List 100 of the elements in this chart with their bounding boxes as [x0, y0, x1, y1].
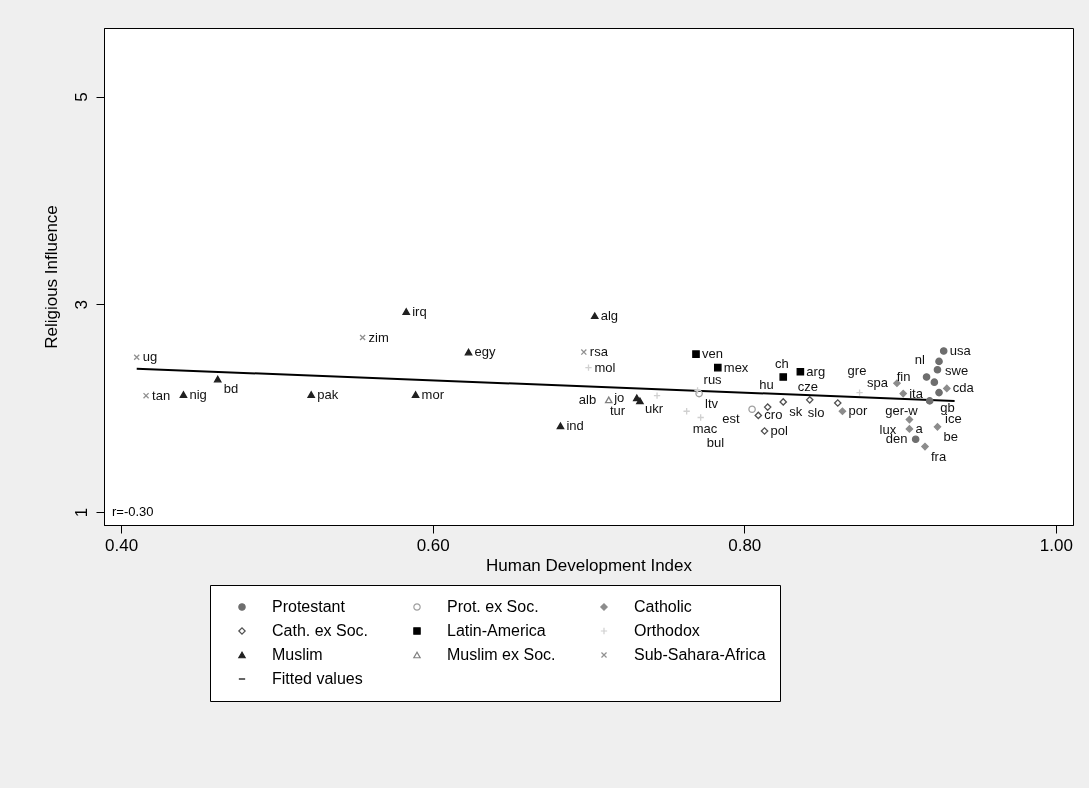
annotation: swe: [945, 363, 969, 379]
point: [763, 403, 772, 411]
annotation: est: [722, 411, 740, 427]
annotation: fra: [931, 448, 947, 464]
annotation: ukr: [645, 400, 664, 416]
point: [179, 391, 188, 399]
annotation: gre: [847, 362, 867, 378]
point: [359, 334, 366, 341]
point: [556, 422, 565, 430]
point: [899, 389, 907, 398]
legend-label: Catholic: [634, 598, 692, 615]
annotation: bd: [223, 381, 239, 397]
annotation: a: [915, 420, 924, 436]
annotation: ita: [909, 385, 924, 401]
point: [796, 367, 805, 376]
annotation: nig: [189, 386, 207, 402]
annotation: irq: [412, 303, 427, 319]
annotation: r=-0.30: [112, 504, 154, 519]
annotation: sk: [789, 403, 803, 419]
x-tick-label: 0.80: [728, 535, 762, 555]
point: [213, 375, 222, 383]
point: [760, 427, 769, 435]
legend-label: Prot. ex Soc.: [447, 598, 539, 615]
point: [779, 373, 788, 381]
annotation: ind: [566, 417, 584, 433]
annotation: usa: [949, 343, 972, 359]
point: [935, 388, 943, 397]
point: [590, 312, 599, 320]
annotation: slo: [807, 404, 825, 420]
annotation: bul: [706, 435, 725, 451]
legend-label: Sub-Sahara-Africa: [634, 646, 766, 663]
point: [754, 411, 763, 420]
y-tick-label: 1: [71, 507, 91, 518]
annotation: tan: [152, 387, 171, 403]
point: [636, 397, 644, 405]
x-tick-label: 0.60: [416, 535, 450, 555]
annotation: mor: [421, 386, 445, 402]
annotation: spa: [867, 375, 889, 391]
point: [939, 347, 948, 355]
point: [411, 391, 420, 399]
point: [935, 357, 943, 366]
point: [604, 396, 613, 404]
x-axis-title: Human Development Index: [485, 555, 693, 575]
annotation: mac: [692, 421, 718, 437]
annotation: ger-w: [885, 402, 919, 418]
annotation: alg: [600, 307, 619, 323]
legend-label: Latin-America: [447, 622, 546, 639]
annotation: nl: [914, 351, 926, 367]
annotation: ltv: [705, 395, 719, 411]
point: [402, 308, 411, 315]
point: [464, 348, 473, 356]
annotation: mol: [594, 359, 616, 375]
point: [713, 363, 722, 372]
point: [779, 398, 788, 406]
annotation: zim: [368, 329, 389, 345]
point: [748, 405, 756, 413]
annotation: pak: [317, 386, 339, 402]
legend-label: Protestant: [272, 598, 346, 615]
legend-label: Muslim ex Soc.: [447, 646, 556, 663]
annotation: be: [943, 428, 958, 444]
y-tick-label: 3: [71, 300, 91, 310]
point: [833, 399, 842, 407]
point: [805, 396, 814, 404]
annotation: mex: [723, 359, 749, 375]
point: [921, 442, 929, 451]
legend-label: Orthodox: [634, 622, 700, 639]
annotation: egy: [474, 344, 496, 360]
annotation: arg: [806, 363, 826, 379]
point: [692, 350, 700, 358]
annotation: por: [848, 403, 868, 419]
legend-label: Muslim: [272, 646, 323, 663]
annotation: ch: [774, 355, 789, 371]
point: [580, 348, 588, 356]
x-tick-label: 0.40: [105, 535, 139, 555]
point: [933, 423, 942, 431]
annotation: cze: [797, 378, 818, 394]
annotation: cda: [952, 380, 975, 396]
point: [142, 392, 150, 399]
y-tick-label: 5: [71, 92, 91, 102]
annotation: alb: [578, 391, 597, 407]
point: [307, 391, 316, 399]
point: [653, 391, 661, 400]
point: [943, 384, 951, 393]
annotation: cro: [764, 407, 783, 423]
annotation: ug: [142, 349, 158, 365]
point: [905, 425, 914, 433]
point: [930, 378, 939, 386]
legend-label: Fitted values: [272, 670, 363, 687]
annotation: hu: [759, 377, 774, 393]
annotation: fin: [896, 368, 911, 384]
annotation: rus: [703, 372, 723, 388]
legend-label: Cath. ex Soc.: [272, 622, 369, 639]
y-axis-title: Religious Influence: [41, 205, 61, 349]
point: [838, 407, 847, 416]
point: [911, 435, 920, 444]
point: [922, 373, 931, 381]
annotation: pol: [770, 423, 788, 438]
annotation: ven: [701, 346, 723, 362]
point: [925, 397, 934, 405]
point: [933, 365, 942, 374]
